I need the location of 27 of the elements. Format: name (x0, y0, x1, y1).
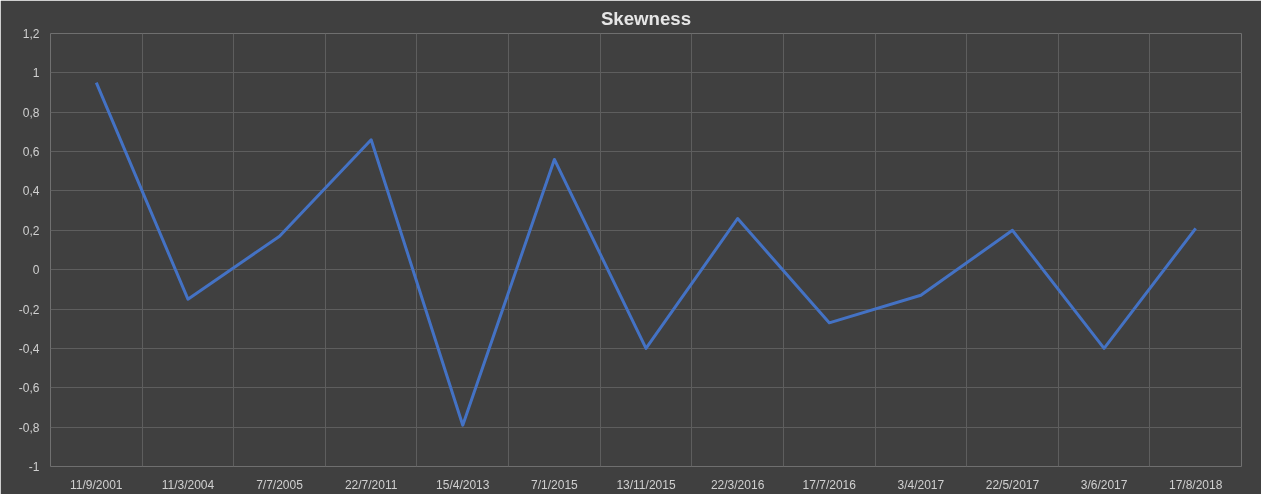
y-tick-label: 1 (32, 66, 40, 81)
x-tick-label: 22/3/2016 (710, 477, 765, 492)
y-tick-label: -0,2 (18, 302, 40, 317)
x-tick-label: 11/3/2004 (161, 477, 215, 492)
x-tick-label: 7/7/2005 (256, 477, 304, 492)
x-tick-label: 3/6/2017 (1080, 477, 1128, 492)
x-tick-label: 3/4/2017 (897, 477, 945, 492)
y-tick-label: 0 (32, 263, 40, 278)
y-tick-label: -1 (28, 460, 40, 474)
y-tick-label: -0,6 (18, 381, 40, 396)
line-series (94, 81, 1198, 427)
y-tick-label: -0,4 (18, 341, 40, 356)
x-tick-label: 17/7/2016 (802, 477, 857, 492)
x-tick-label: 7/1/2015 (531, 477, 579, 492)
chart-title: Skewness (600, 7, 692, 29)
y-tick-label: -0,8 (18, 420, 40, 435)
x-tick-label: 11/9/2001 (70, 477, 123, 492)
x-tick-label: 22/7/2011 (344, 477, 398, 492)
y-tick-label: 0,6 (22, 145, 40, 160)
x-tick-label: 22/5/2017 (985, 477, 1040, 492)
x-tick-label: 13/11/2015 (616, 477, 676, 492)
y-tick-label: 1,2 (22, 27, 40, 41)
y-tick-label: 0,8 (22, 105, 40, 120)
y-tick-label: 0,4 (22, 184, 40, 199)
x-tick-label: 15/4/2013 (436, 477, 490, 492)
x-tick-label: 17/8/2018 (1169, 477, 1223, 492)
y-tick-label: 0,2 (22, 223, 40, 238)
